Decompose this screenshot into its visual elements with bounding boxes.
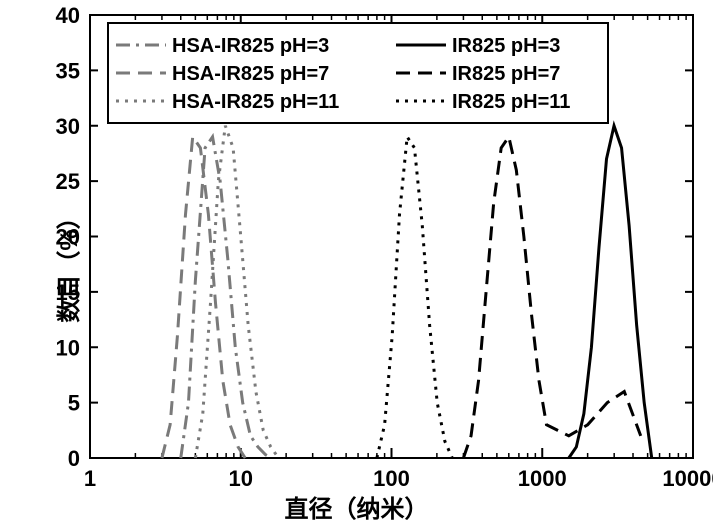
- chart-container: 0510152025303540110100100010000HSA-IR825…: [0, 0, 713, 528]
- svg-text:1000: 1000: [518, 466, 567, 491]
- svg-text:IR825 pH=3: IR825 pH=3: [452, 35, 560, 57]
- svg-text:100: 100: [373, 466, 410, 491]
- svg-text:HSA-IR825 pH=3: HSA-IR825 pH=3: [172, 35, 329, 57]
- svg-text:HSA-IR825 pH=7: HSA-IR825 pH=7: [172, 63, 329, 85]
- svg-text:35: 35: [56, 58, 80, 83]
- svg-text:5: 5: [68, 391, 80, 416]
- legend: HSA-IR825 pH=3 IR825 pH=3 HSA-IR825 pH=7 IR…: [108, 23, 608, 123]
- series-IR825-pH=7: [463, 137, 640, 458]
- svg-text:0: 0: [68, 446, 80, 471]
- svg-text:30: 30: [56, 114, 80, 139]
- svg-text:HSA-IR825 pH=11: HSA-IR825 pH=11: [172, 91, 339, 113]
- x-axis-label: 直径（纳米）: [285, 489, 429, 524]
- svg-text:1: 1: [84, 466, 96, 491]
- series-IR825-pH=11: [377, 137, 452, 458]
- svg-text:10: 10: [229, 466, 253, 491]
- svg-text:IR825 pH=11: IR825 pH=11: [452, 91, 570, 113]
- chart-svg: 0510152025303540110100100010000HSA-IR825…: [0, 0, 713, 528]
- series-IR825-pH=3: [569, 126, 652, 458]
- y-axis-label: 数目（%）: [49, 205, 84, 322]
- svg-text:IR825 pH=7: IR825 pH=7: [452, 63, 560, 85]
- series-HSA-IR825-pH=11: [195, 126, 278, 458]
- svg-text:10: 10: [56, 335, 80, 360]
- svg-text:40: 40: [56, 3, 80, 28]
- svg-text:25: 25: [56, 169, 80, 194]
- svg-text:10000: 10000: [662, 466, 713, 491]
